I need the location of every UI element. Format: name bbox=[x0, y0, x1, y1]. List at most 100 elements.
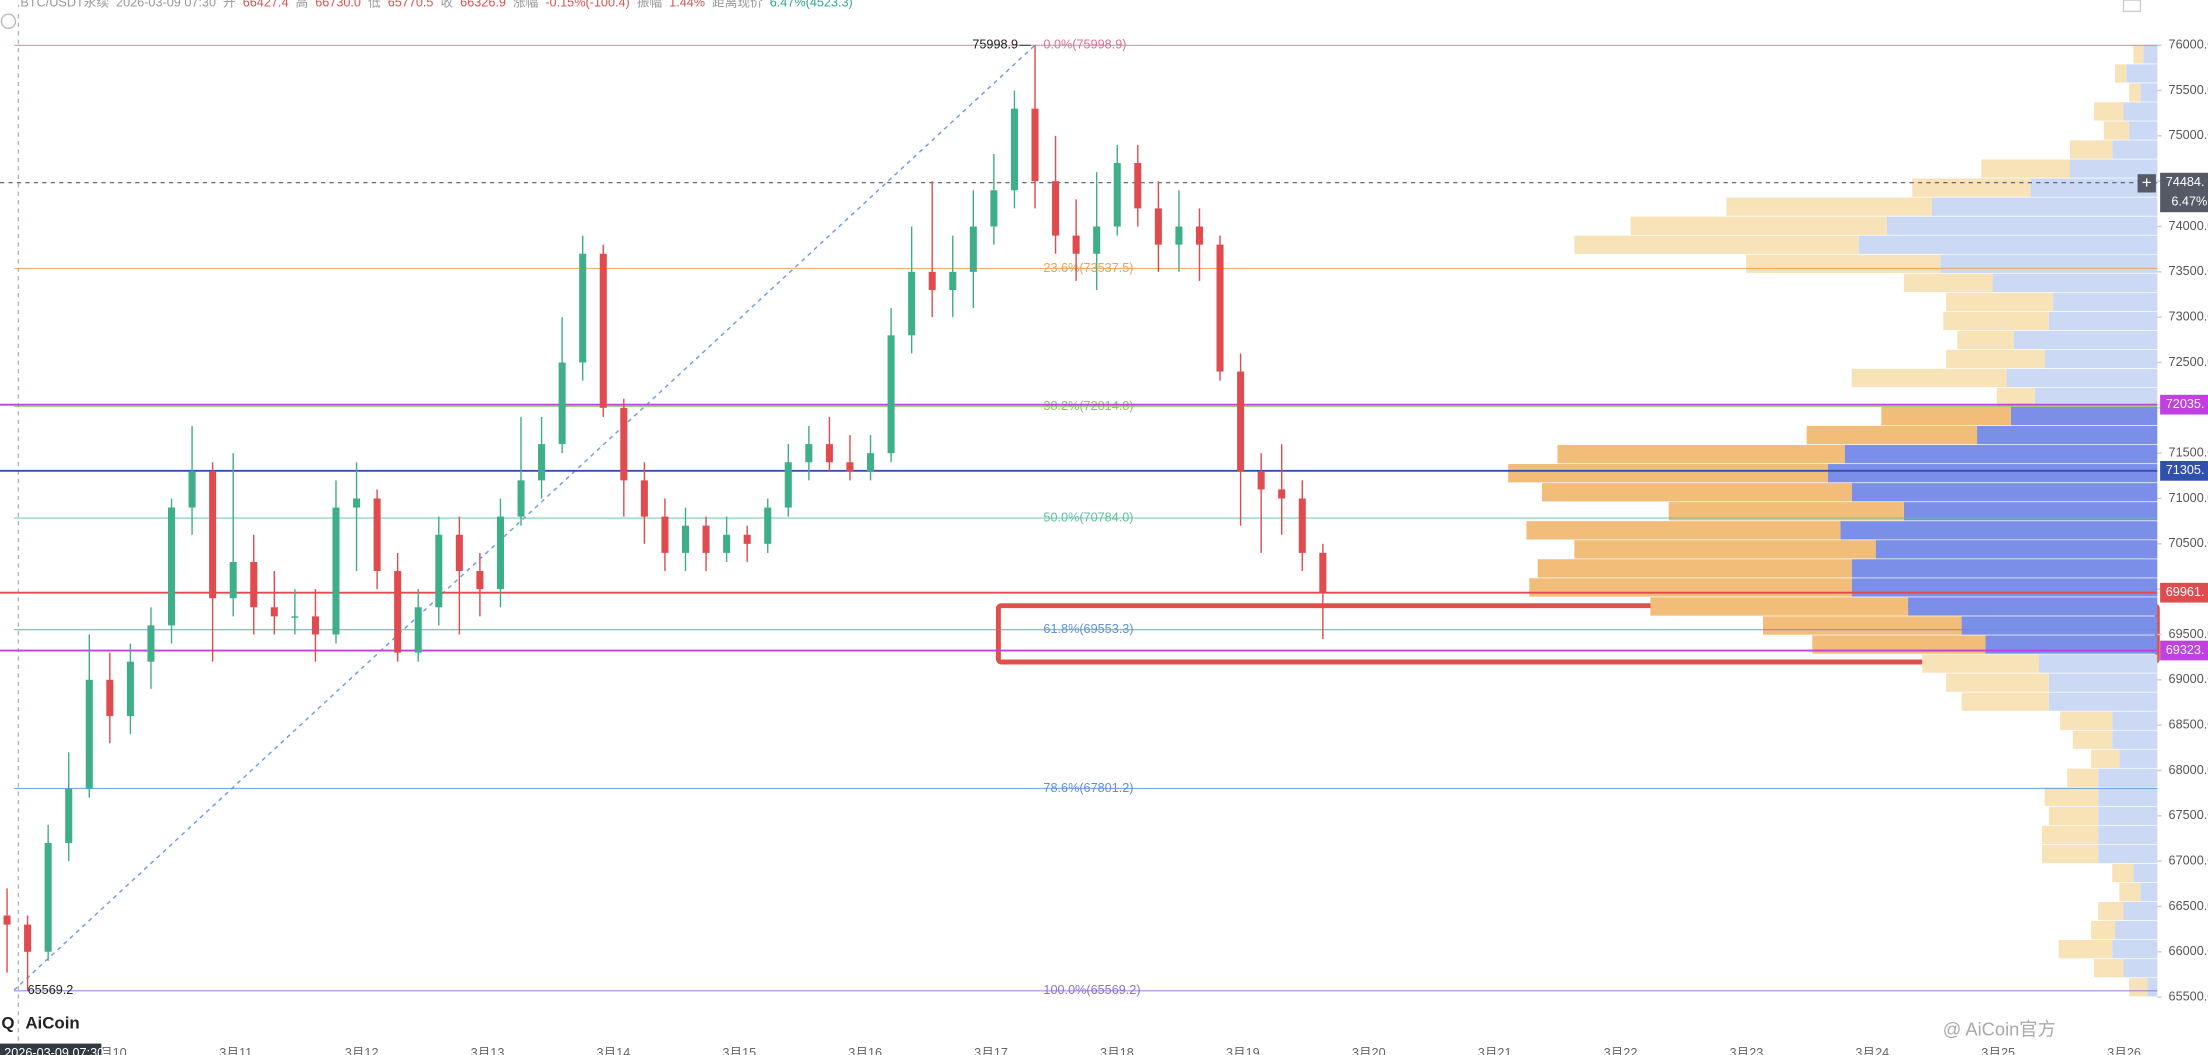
y-tick-label: 75000.0 bbox=[2169, 128, 2208, 142]
y-tick-label: 73500.0 bbox=[2169, 264, 2208, 278]
profile-buy bbox=[1992, 273, 2158, 292]
profile-buy bbox=[2112, 711, 2158, 730]
fib-label: 38.2%(72014.8) bbox=[1043, 399, 1133, 413]
candle-body bbox=[743, 534, 751, 544]
header-item: 涨幅 bbox=[513, 0, 539, 9]
profile-buy bbox=[2112, 939, 2158, 959]
profile-sell bbox=[1574, 235, 1859, 254]
profile-buy bbox=[2098, 825, 2158, 845]
candle-body bbox=[435, 534, 443, 608]
profile-buy bbox=[1903, 502, 2158, 521]
profile-buy bbox=[2112, 730, 2158, 749]
candle-body bbox=[250, 561, 258, 608]
header-item: 66427.4 bbox=[243, 0, 289, 9]
header-item: 高 bbox=[296, 0, 309, 9]
profile-sell bbox=[2115, 64, 2127, 83]
candle-body bbox=[867, 453, 875, 472]
profile-buy bbox=[2147, 978, 2158, 997]
profile-buy bbox=[1875, 540, 2158, 559]
candle-body bbox=[620, 407, 628, 481]
header-item: 1.44% bbox=[669, 0, 705, 9]
y-tick-label: 69000.0 bbox=[2169, 672, 2208, 686]
collapse-icon[interactable] bbox=[0, 13, 17, 30]
profile-sell bbox=[2133, 45, 2144, 64]
x-tick-label: 3月13 bbox=[471, 1046, 505, 1055]
price-tag bbox=[2160, 640, 2208, 661]
y-tick-label: 68500.0 bbox=[2169, 717, 2208, 731]
candle-body bbox=[661, 516, 669, 553]
profile-buy bbox=[1886, 216, 2158, 235]
candle-body bbox=[414, 607, 422, 653]
candle-body bbox=[1195, 226, 1203, 245]
profile-buy bbox=[2129, 121, 2158, 140]
profile-buy bbox=[1961, 616, 2158, 635]
profile-sell bbox=[1541, 483, 1852, 502]
profile-sell bbox=[1981, 159, 2070, 178]
profile-sell bbox=[2044, 787, 2099, 807]
fib-label: 78.6%(67801.2) bbox=[1043, 781, 1133, 795]
y-tick-label: 75500.0 bbox=[2169, 83, 2208, 97]
profile-sell bbox=[2129, 978, 2148, 997]
settings-icon[interactable] bbox=[2122, 0, 2142, 13]
add-button-icon: + bbox=[2142, 173, 2152, 192]
x-tick-label: 3月20 bbox=[1352, 1046, 1386, 1055]
profile-sell bbox=[2048, 806, 2099, 826]
profile-sell bbox=[2072, 730, 2113, 749]
profile-buy bbox=[1940, 254, 2158, 273]
price-tag-sub bbox=[2160, 192, 2208, 213]
price-tag-label: 74484. bbox=[2166, 175, 2205, 189]
header-item: 2026-03-09 07:30 bbox=[116, 0, 216, 9]
profile-sell bbox=[1903, 273, 1993, 292]
candle-body bbox=[558, 362, 566, 445]
candle-body bbox=[1154, 208, 1162, 245]
profile-sell bbox=[1946, 349, 2045, 369]
price-tag bbox=[2160, 582, 2208, 603]
profile-buy bbox=[2123, 102, 2158, 121]
profile-buy bbox=[2039, 654, 2158, 673]
candle-body bbox=[1031, 108, 1039, 182]
candle-body bbox=[270, 607, 278, 617]
candle-body bbox=[784, 462, 792, 508]
candle-body bbox=[1257, 471, 1265, 490]
x-tick-label: 3月12 bbox=[345, 1046, 379, 1055]
header-item: 6.47%(4523.3) bbox=[770, 0, 853, 9]
header-item: -0.15%(-100.4) bbox=[545, 0, 629, 9]
candle-body bbox=[517, 480, 525, 517]
candle-body bbox=[209, 471, 217, 599]
x-tick-label: 3月11 bbox=[219, 1046, 252, 1055]
candle-body bbox=[1216, 244, 1224, 372]
candle-body bbox=[764, 507, 772, 544]
profile-sell bbox=[1726, 197, 1932, 216]
profile-buy bbox=[1908, 597, 2158, 616]
x-tick-label: 3月16 bbox=[848, 1046, 882, 1055]
profile-buy bbox=[2034, 387, 2158, 407]
candle-body bbox=[1010, 108, 1018, 191]
profile-buy bbox=[1932, 197, 2158, 216]
profile-buy bbox=[2098, 844, 2158, 864]
candle-body bbox=[846, 462, 854, 472]
candle-body bbox=[702, 525, 710, 553]
fib-label: 0.0%(75998.9) bbox=[1043, 38, 1126, 52]
y-tick-label: 74000.0 bbox=[2169, 219, 2208, 233]
profile-buy bbox=[2119, 749, 2158, 768]
candle-body bbox=[1278, 489, 1286, 499]
profile-buy bbox=[2010, 406, 2158, 426]
candle-body bbox=[373, 498, 381, 572]
profile-buy bbox=[1985, 635, 2158, 654]
profile-buy bbox=[2133, 863, 2158, 883]
profile-sell bbox=[2093, 959, 2124, 978]
candle-body bbox=[640, 480, 648, 517]
y-tick-label: 66500.0 bbox=[2169, 899, 2208, 913]
candle-body bbox=[1052, 181, 1060, 236]
candle-body bbox=[24, 924, 32, 952]
x-tick-label: 3月22 bbox=[1604, 1046, 1638, 1055]
cursor-time-box bbox=[0, 1043, 102, 1055]
candle-body bbox=[723, 534, 731, 553]
x-tick-label: 3月26 bbox=[2107, 1046, 2141, 1055]
profile-buy bbox=[1827, 464, 2158, 483]
profile-buy bbox=[1851, 559, 2158, 578]
y-tick-label: 70500.0 bbox=[2169, 536, 2208, 550]
profile-buy bbox=[2126, 64, 2158, 83]
candle-body bbox=[1093, 226, 1101, 254]
add-button[interactable] bbox=[2137, 174, 2156, 193]
